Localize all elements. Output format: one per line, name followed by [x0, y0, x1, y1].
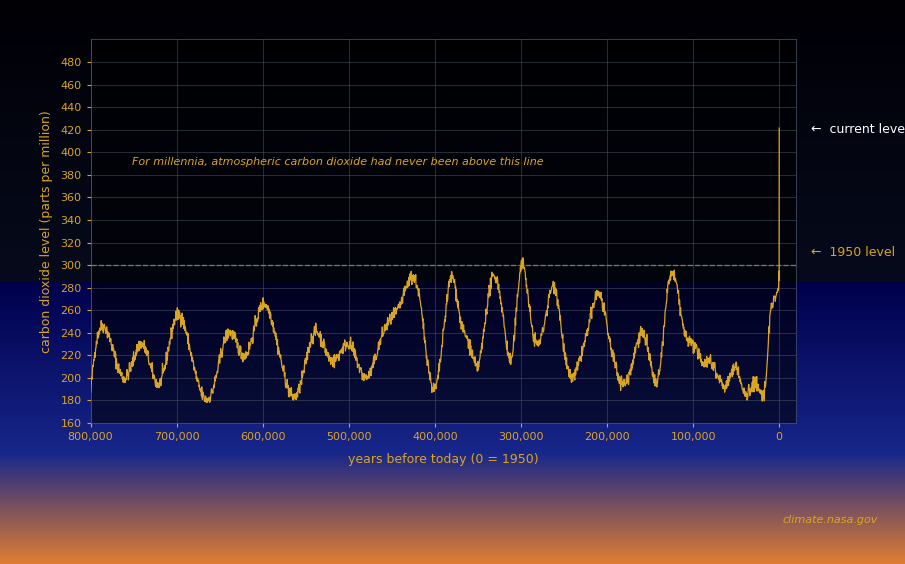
- X-axis label: years before today (0 = 1950): years before today (0 = 1950): [348, 453, 538, 466]
- Text: For millennia, atmospheric carbon dioxide had never been above this line: For millennia, atmospheric carbon dioxid…: [132, 157, 543, 167]
- Text: ←  current level: ← current level: [811, 123, 905, 136]
- Text: ←  1950 level: ← 1950 level: [811, 246, 895, 259]
- Y-axis label: carbon dioxide level (parts per million): carbon dioxide level (parts per million): [41, 110, 53, 352]
- Text: climate.nasa.gov: climate.nasa.gov: [783, 514, 878, 525]
